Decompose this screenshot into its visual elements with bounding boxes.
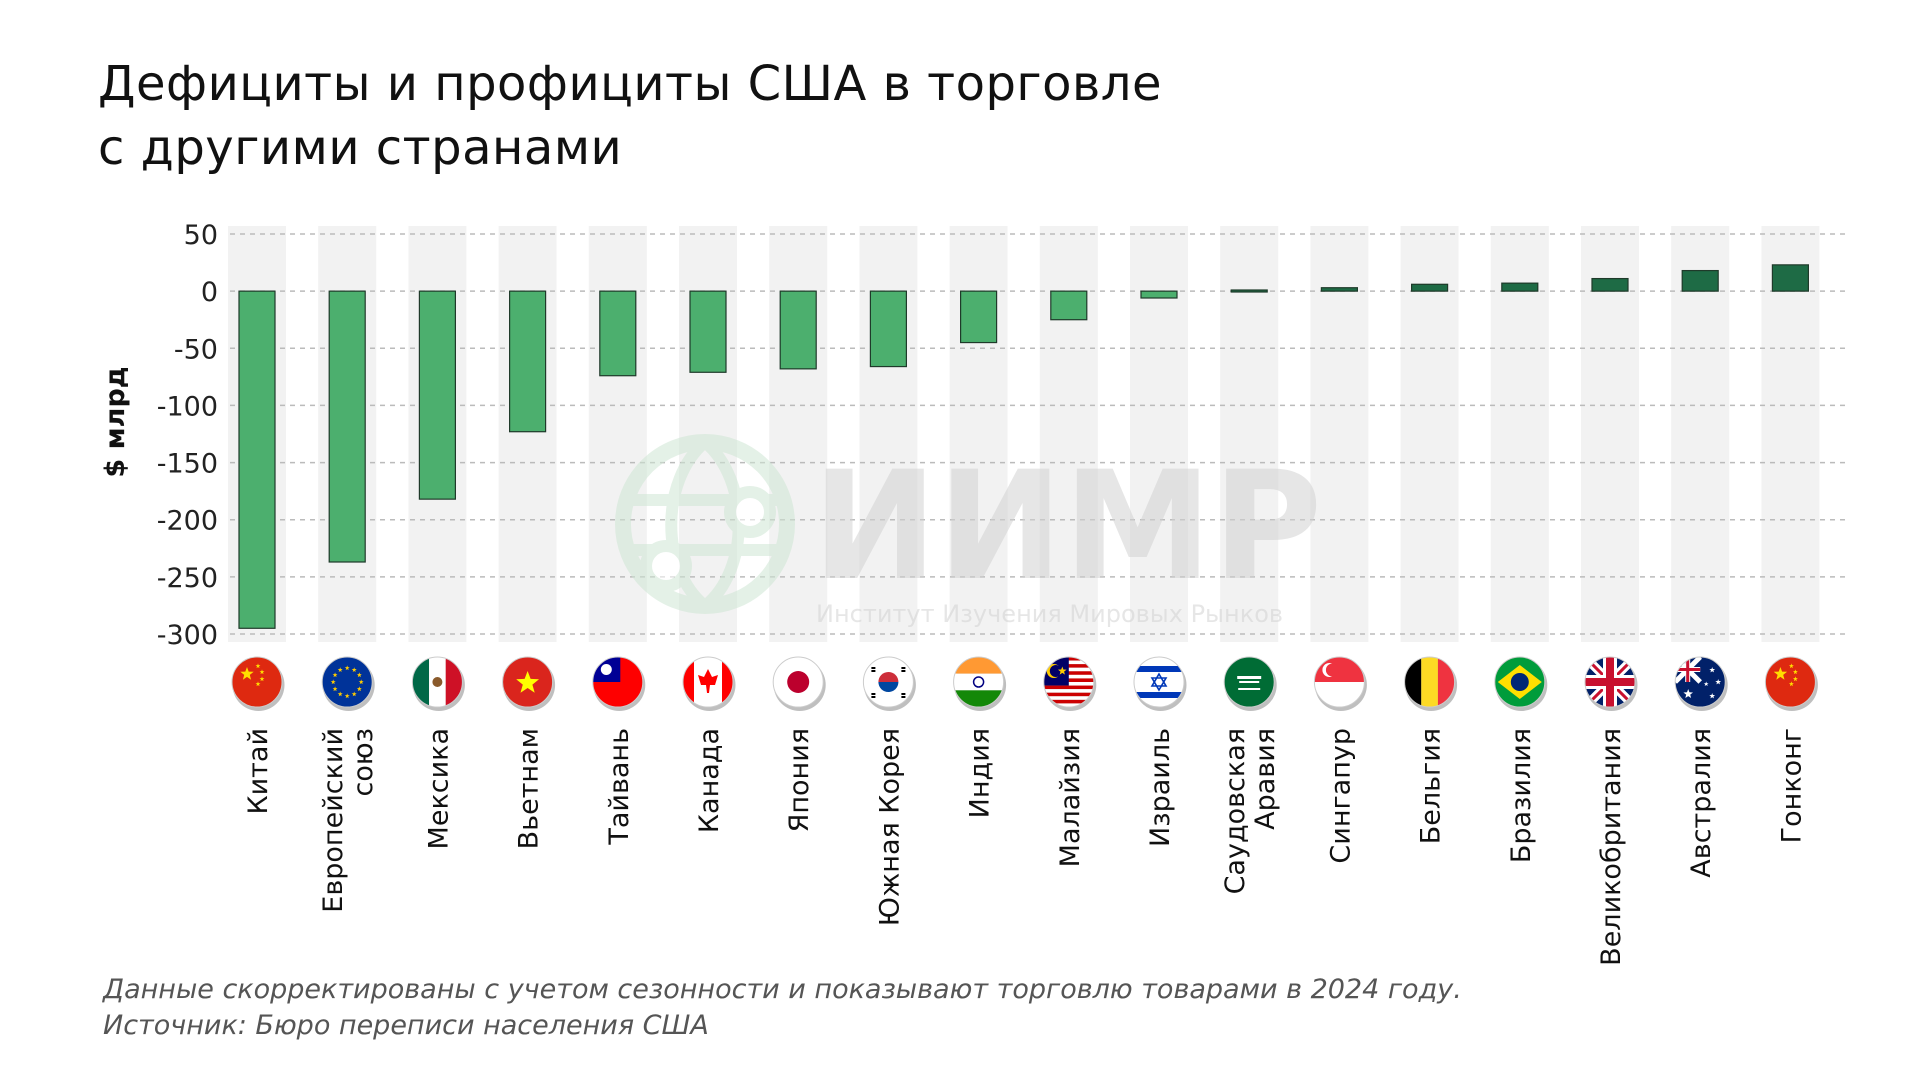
category-label: Европейский xyxy=(318,728,349,913)
category-label: Индия xyxy=(965,728,996,818)
japan-flag-icon xyxy=(773,657,824,707)
bar xyxy=(1050,290,1088,321)
globe-icon xyxy=(615,434,795,614)
category-label: Саудовская xyxy=(1220,728,1251,894)
y-tick-labels: 50 0 -50 -100 -150 -200 -250 -300 xyxy=(157,220,218,651)
australia-flag-icon xyxy=(1675,657,1726,707)
watermark-subtitle: Институт Изучения Мировых Рынков xyxy=(816,600,1283,628)
category-label: Бельгия xyxy=(1416,728,1447,844)
bar xyxy=(1320,287,1359,292)
bar xyxy=(959,290,998,344)
category-label: Вьетнам xyxy=(514,728,545,849)
bar xyxy=(1771,264,1810,292)
y-tick-label: -300 xyxy=(157,620,218,651)
category-label: Мексика xyxy=(423,728,454,849)
bar xyxy=(599,290,637,377)
hong-kong-flag-icon xyxy=(1765,657,1816,707)
bar xyxy=(689,290,727,373)
category-label: Япония xyxy=(784,728,815,832)
category-label: Великобритания xyxy=(1596,728,1627,966)
category-label: Бразилия xyxy=(1506,728,1537,863)
category-label: союз xyxy=(348,728,379,796)
column-band xyxy=(1310,226,1369,642)
column-band xyxy=(1581,226,1639,642)
uk-flag-icon xyxy=(1585,657,1635,707)
belgium-flag-icon xyxy=(1404,657,1455,707)
category-label: Южная Корея xyxy=(874,728,905,926)
category-label: Сингапур xyxy=(1325,728,1356,864)
category-label: Китай xyxy=(243,728,274,815)
category-label: Малайзия xyxy=(1055,728,1086,867)
y-tick-label: -250 xyxy=(157,563,218,594)
category-label: Гонконг xyxy=(1776,728,1807,843)
column-band xyxy=(1490,226,1549,642)
y-axis-label: $ млрд xyxy=(100,366,131,477)
flags xyxy=(231,656,1818,711)
bar xyxy=(779,290,817,370)
bar xyxy=(1230,289,1268,293)
column-band xyxy=(1400,226,1459,642)
category-label: Аравия xyxy=(1250,728,1281,830)
chart-title-line-1: Дефициты и профициты США в торговле xyxy=(98,56,1163,112)
israel-flag-icon xyxy=(1134,657,1184,707)
saudi-arabia-flag-icon xyxy=(1224,657,1275,707)
column-bands xyxy=(228,226,1820,642)
column-band xyxy=(498,226,557,642)
vietnam-flag-icon xyxy=(502,657,553,707)
chart-title: Дефициты и профициты США в торговле с др… xyxy=(98,52,1162,180)
footnote: Данные скорректированы с учетом сезоннос… xyxy=(103,972,1462,1044)
gridlines xyxy=(230,233,1850,635)
bar xyxy=(1681,269,1719,292)
y-tick-label: -150 xyxy=(157,449,218,480)
footnote-note: Данные скорректированы с учетом сезоннос… xyxy=(103,974,1462,1005)
bar xyxy=(1501,282,1539,292)
bars xyxy=(238,264,1810,629)
bar xyxy=(418,290,456,500)
bar xyxy=(509,290,547,433)
china-flag-icon xyxy=(232,657,282,707)
category-label: Канада xyxy=(694,728,725,833)
bar xyxy=(238,290,276,629)
bar xyxy=(328,290,366,563)
mexico-flag-icon xyxy=(412,657,463,707)
column-band xyxy=(1761,226,1820,642)
y-tick-label: 50 xyxy=(184,220,218,251)
chart-title-line-2: с другими странами xyxy=(98,120,623,176)
eu-flag-icon xyxy=(322,657,373,707)
india-flag-icon xyxy=(953,657,1004,707)
category-label: Австралия xyxy=(1686,728,1717,878)
canada-flag-icon xyxy=(683,657,733,707)
y-tick-label: -50 xyxy=(174,334,218,365)
bar xyxy=(869,290,908,368)
category-label: Израиль xyxy=(1145,728,1176,847)
category-label: Тайвань xyxy=(604,728,635,846)
y-tick-label: -100 xyxy=(157,391,218,422)
footnote-source: Источник: Бюро переписи населения США xyxy=(103,1010,709,1041)
column-band xyxy=(1671,226,1730,642)
south-korea-flag-icon xyxy=(863,657,914,707)
bar xyxy=(1140,290,1178,299)
bar xyxy=(1410,283,1449,292)
y-tick-label: 0 xyxy=(201,277,218,308)
watermark-logo-text: ИИМР xyxy=(812,440,1322,614)
bar xyxy=(1591,277,1629,292)
column-band xyxy=(1220,226,1279,642)
category-labels: Китай Европейский союз Мексика Вьетнам Тайван… xyxy=(243,728,1807,966)
y-tick-label: -200 xyxy=(157,506,218,537)
watermark: ИИМР Институт Изучения Мировых Рынков xyxy=(615,434,1322,628)
brazil-flag-icon xyxy=(1494,657,1545,707)
